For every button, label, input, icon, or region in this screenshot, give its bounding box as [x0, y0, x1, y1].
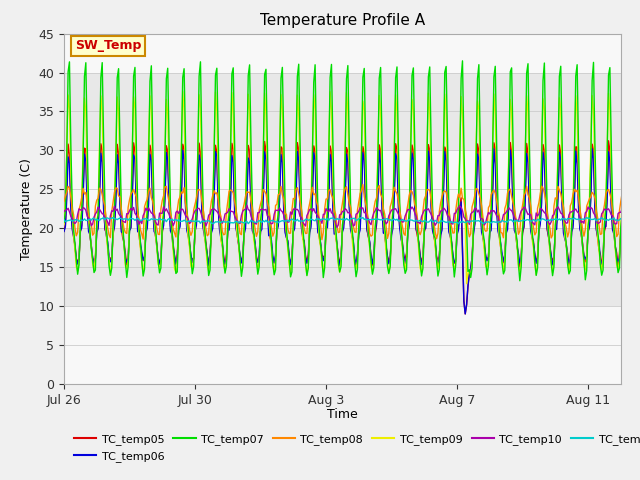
- Bar: [64, 150, 621, 228]
- TC_temp07: [105, 263, 113, 269]
- Bar: [64, 228, 621, 306]
- TC_temp05: [605, 138, 612, 144]
- TC_temp10: [404, 206, 412, 212]
- TC_temp09: [60, 222, 68, 228]
- TC_temp05: [600, 228, 608, 234]
- TC_temp09: [515, 264, 522, 270]
- Line: TC_temp10: TC_temp10: [64, 205, 640, 228]
- TC_temp10: [516, 212, 524, 218]
- TC_temp07: [602, 206, 610, 212]
- TC_temp08: [318, 237, 326, 242]
- TC_temp10: [602, 207, 610, 213]
- TC_temp09: [621, 88, 628, 94]
- TC_temp07: [470, 227, 477, 233]
- TC_temp06: [470, 232, 477, 238]
- TC_temp07: [528, 229, 536, 235]
- TC_temp07: [60, 219, 68, 225]
- Y-axis label: Temperature (C): Temperature (C): [20, 158, 33, 260]
- TC_temp08: [528, 216, 536, 221]
- TC_temp11: [109, 215, 117, 220]
- TC_temp06: [516, 260, 524, 266]
- Line: TC_temp07: TC_temp07: [64, 61, 640, 281]
- TC_temp08: [404, 201, 412, 207]
- Line: TC_temp09: TC_temp09: [64, 91, 640, 284]
- TC_temp06: [401, 261, 409, 266]
- Text: SW_Temp: SW_Temp: [75, 39, 141, 52]
- TC_temp11: [471, 218, 479, 224]
- TC_temp08: [471, 192, 479, 198]
- Line: TC_temp05: TC_temp05: [64, 141, 640, 314]
- TC_temp11: [105, 216, 113, 222]
- TC_temp08: [105, 232, 113, 238]
- TC_temp06: [528, 235, 536, 240]
- Line: TC_temp11: TC_temp11: [64, 217, 640, 224]
- TC_temp10: [105, 223, 113, 228]
- TC_temp05: [470, 228, 477, 234]
- Line: TC_temp06: TC_temp06: [64, 149, 640, 314]
- TC_temp08: [602, 191, 610, 197]
- Bar: [64, 306, 621, 384]
- TC_temp06: [490, 146, 498, 152]
- TC_temp10: [528, 219, 536, 225]
- TC_temp05: [515, 255, 522, 261]
- TC_temp05: [401, 255, 409, 261]
- TC_temp11: [454, 221, 462, 227]
- Title: Temperature Profile A: Temperature Profile A: [260, 13, 425, 28]
- TC_temp10: [60, 209, 68, 215]
- TC_temp10: [243, 202, 251, 208]
- TC_temp11: [528, 218, 536, 224]
- TC_temp05: [527, 223, 534, 228]
- TC_temp06: [60, 228, 68, 234]
- TC_temp10: [333, 225, 340, 230]
- TC_temp06: [602, 224, 610, 229]
- TC_temp08: [359, 182, 367, 188]
- TC_temp09: [463, 281, 470, 287]
- TC_temp09: [600, 220, 608, 226]
- TC_temp05: [105, 257, 113, 263]
- Legend: TC_temp05, TC_temp06, TC_temp07, TC_temp08, TC_temp09, TC_temp10, TC_temp11: TC_temp05, TC_temp06, TC_temp07, TC_temp…: [70, 430, 640, 466]
- TC_temp07: [459, 58, 467, 64]
- TC_temp05: [461, 311, 469, 317]
- TC_temp09: [470, 225, 477, 230]
- TC_temp09: [527, 215, 534, 221]
- TC_temp11: [60, 217, 68, 223]
- TC_temp07: [401, 270, 409, 276]
- TC_temp05: [60, 228, 68, 234]
- Line: TC_temp08: TC_temp08: [64, 185, 640, 240]
- X-axis label: Time: Time: [327, 408, 358, 421]
- TC_temp11: [403, 218, 410, 224]
- Bar: [64, 72, 621, 150]
- TC_temp06: [461, 311, 469, 317]
- Bar: [64, 0, 621, 72]
- TC_temp08: [516, 228, 524, 234]
- TC_temp09: [401, 266, 409, 272]
- TC_temp07: [515, 261, 522, 267]
- TC_temp11: [602, 217, 610, 223]
- TC_temp07: [516, 278, 524, 284]
- TC_temp10: [471, 205, 479, 211]
- TC_temp06: [105, 253, 113, 259]
- TC_temp11: [516, 218, 524, 224]
- TC_temp08: [60, 198, 68, 204]
- TC_temp09: [105, 256, 113, 262]
